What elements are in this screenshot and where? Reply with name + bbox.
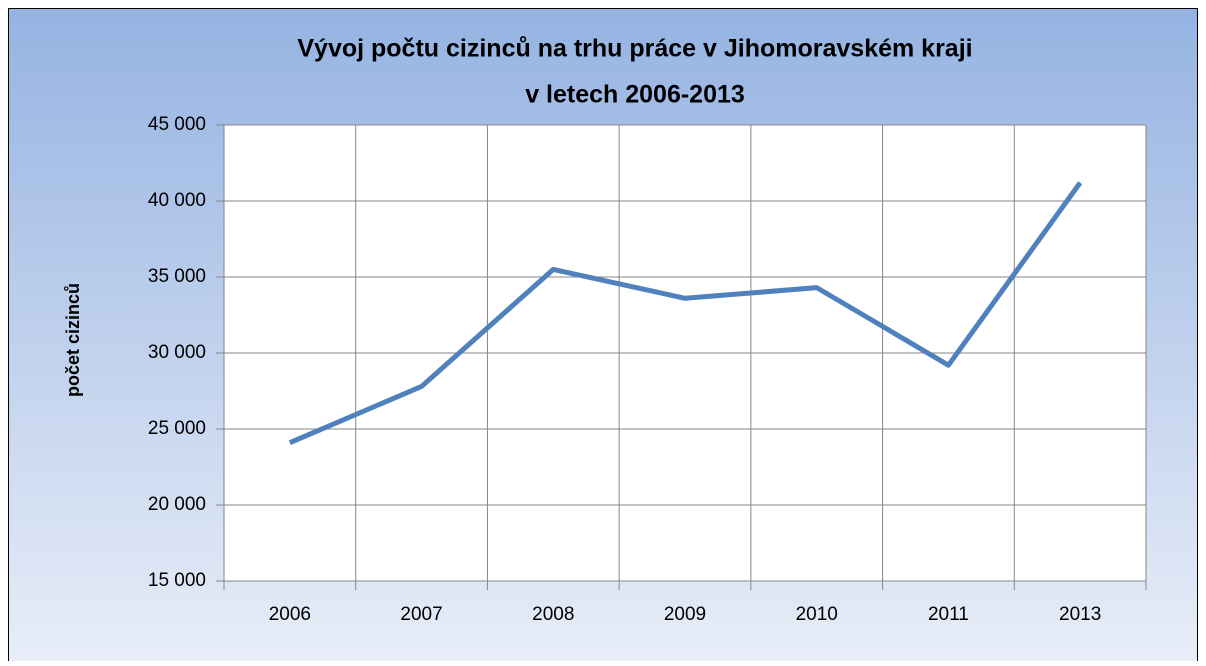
- data-line: [288, 181, 1083, 445]
- y-tick-label: 25 000: [148, 418, 206, 439]
- x-tick-label: 2007: [400, 604, 442, 625]
- y-tick-label: 35 000: [148, 266, 206, 287]
- y-axis-label: počet cizinců: [63, 283, 83, 397]
- x-tick-label: 2010: [796, 604, 838, 625]
- chart-title: v letech 2006-2013: [525, 81, 745, 109]
- y-tick-label: 45 000: [148, 114, 206, 135]
- x-tick-label: 2011: [928, 604, 969, 625]
- x-tick-label: 2008: [532, 604, 574, 625]
- x-tick-label: 2013: [1059, 604, 1101, 625]
- x-tick-label: 2009: [664, 604, 706, 625]
- chart-title: Vývoj počtu cizinců na trhu práce v Jiho…: [297, 35, 972, 63]
- x-tick-label: 2006: [269, 604, 311, 625]
- y-tick-label: 30 000: [148, 342, 206, 363]
- y-tick-label: 40 000: [148, 190, 206, 211]
- y-tick-label: 15 000: [148, 570, 206, 591]
- y-tick-label: 20 000: [148, 494, 206, 515]
